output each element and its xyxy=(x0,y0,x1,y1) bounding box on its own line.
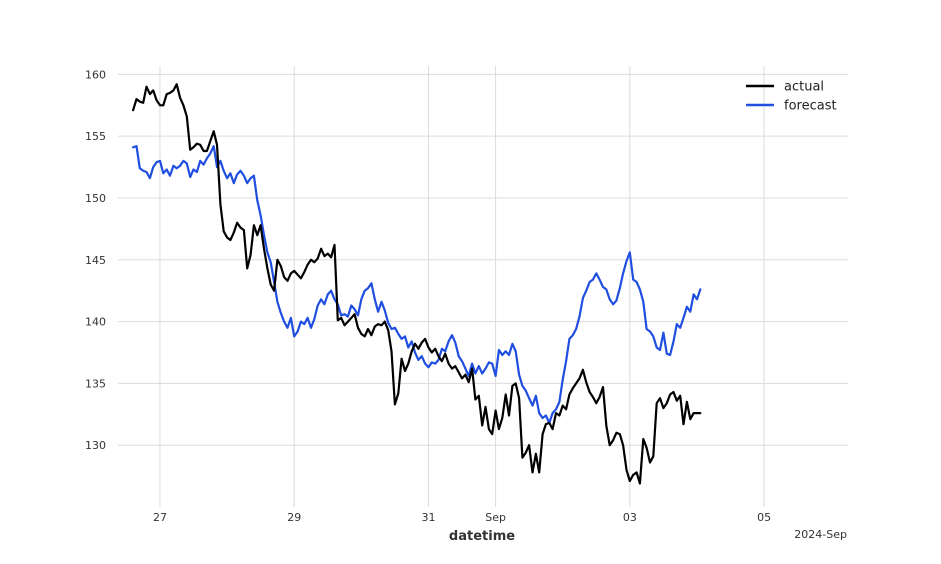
x-tick-label: 03 xyxy=(623,511,637,524)
x-tick-label: 27 xyxy=(153,511,167,524)
series-group xyxy=(132,83,702,485)
x-tick-label: Sep xyxy=(485,511,506,524)
series-line-forecast xyxy=(132,145,702,424)
legend: actual forecast xyxy=(746,80,837,114)
legend-label-actual: actual xyxy=(784,80,824,95)
y-tick-label: 145 xyxy=(85,254,106,267)
x-tick-label: 29 xyxy=(287,511,301,524)
x-tick-label: 05 xyxy=(757,511,771,524)
y-tick-label: 135 xyxy=(85,377,106,390)
x-tick-label: 31 xyxy=(421,511,435,524)
y-tick-label: 155 xyxy=(85,130,106,143)
x-axis-label: datetime xyxy=(449,529,515,544)
legend-label-forecast: forecast xyxy=(784,99,837,114)
x-axis-ticks: 27 29 31 Sep 03 05 xyxy=(153,511,771,524)
y-axis-ticks: 130 135 140 145 150 155 160 xyxy=(85,68,106,452)
grid xyxy=(118,66,848,507)
y-tick-label: 130 xyxy=(85,439,106,452)
series-line-actual xyxy=(132,83,702,485)
y-tick-label: 160 xyxy=(85,68,106,81)
x-axis-offset-label: 2024-Sep xyxy=(794,528,847,541)
y-tick-label: 150 xyxy=(85,192,106,205)
y-tick-label: 140 xyxy=(85,316,106,329)
